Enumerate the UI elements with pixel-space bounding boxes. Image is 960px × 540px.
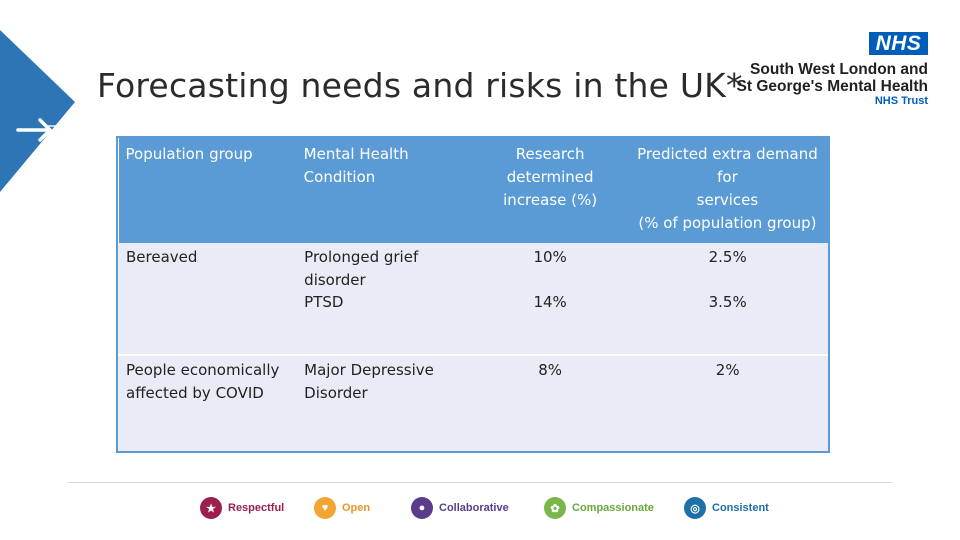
heart-icon: ♥ xyxy=(314,497,336,519)
handshake-icon: ★ xyxy=(200,497,222,519)
value-respectful: ★ Respectful xyxy=(200,494,284,522)
table-row: People economically affected by COVID Ma… xyxy=(117,355,828,451)
cell-increase: 8% xyxy=(472,355,626,451)
header-mental-health-condition: Mental Health Condition xyxy=(296,138,474,243)
value-label: Respectful xyxy=(228,502,285,514)
value-consistent: ◎ Consistent xyxy=(684,494,769,522)
target-icon: ◎ xyxy=(684,497,706,519)
header-population-group: Population group xyxy=(118,138,297,243)
page-title: Forecasting needs and risks in the UK* xyxy=(97,66,743,105)
cell-demand: 2.5% 3.5% xyxy=(625,243,828,356)
people-icon: ● xyxy=(411,497,433,519)
arrow-outline-icon xyxy=(48,118,76,146)
header-research-increase: Research determined increase (%) xyxy=(473,138,626,243)
value-label: Compassionate xyxy=(572,502,654,514)
value-compassionate: ✿ Compassionate xyxy=(544,494,654,522)
cell-group: Bereaved xyxy=(117,243,297,356)
cell-demand: 2% xyxy=(625,355,828,451)
table-header-row: Population group Mental Health Condition… xyxy=(118,138,828,243)
nhs-logo: NHS xyxy=(869,32,928,55)
value-collaborative: ● Collaborative xyxy=(411,494,509,522)
hands-icon: ✿ xyxy=(544,497,566,519)
cell-group: People economically affected by COVID xyxy=(117,355,297,451)
header-predicted-demand: Predicted extra demand for services (% o… xyxy=(625,138,828,243)
cell-conditions: Major Depressive Disorder xyxy=(296,355,474,451)
cell-conditions: Prolonged grief disorder PTSD xyxy=(296,243,474,356)
decorative-side-tab xyxy=(0,30,76,192)
org-name-line1: South West London and xyxy=(750,61,928,78)
org-name-line2: St George's Mental Health xyxy=(736,78,928,95)
arrow-icon xyxy=(16,118,52,142)
value-label: Consistent xyxy=(712,502,769,514)
table-row: Bereaved Prolonged grief disorder PTSD 1… xyxy=(117,243,828,356)
footer-divider xyxy=(68,482,892,483)
cell-increase: 10% 14% xyxy=(472,243,626,356)
value-open: ♥ Open xyxy=(314,494,370,522)
forecast-table: Population group Mental Health Condition… xyxy=(116,136,830,453)
value-label: Collaborative xyxy=(439,502,509,514)
nhs-trust-logo: NHS South West London and St George's Me… xyxy=(718,32,930,112)
value-label: Open xyxy=(342,502,371,514)
org-name-line3: NHS Trust xyxy=(874,95,928,107)
